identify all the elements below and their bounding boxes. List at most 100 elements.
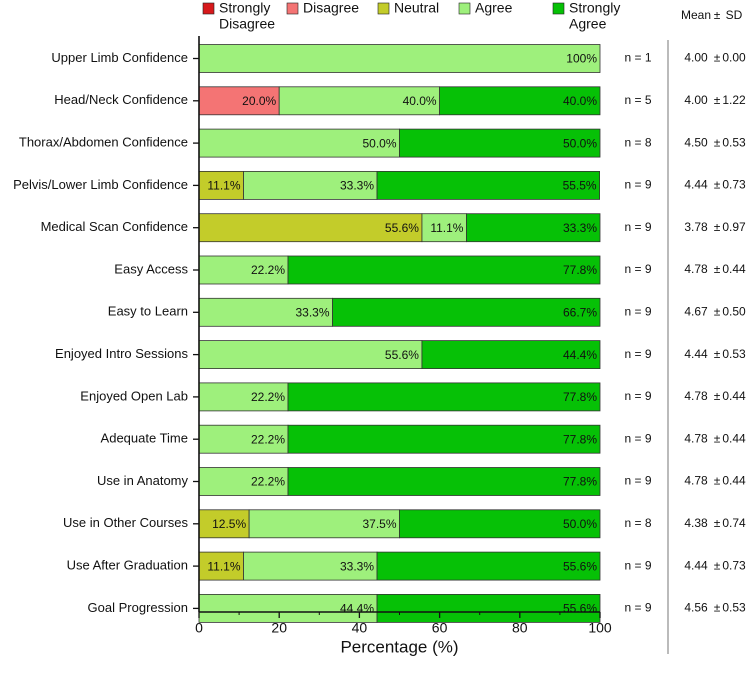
category-label: Adequate Time [101, 431, 188, 446]
bars: Upper Limb Confidence 100% n = 1 4.00 ±0.00 H… [13, 44, 746, 623]
bar-segment-strongly_agree [439, 86, 601, 116]
legend-swatch-disagree [286, 2, 299, 15]
sd-value: 0.44 [722, 431, 746, 445]
x-tick-label: 0 [195, 620, 203, 636]
bar-row: Goal Progression 44.4% 55.6% n = 9 4.56 ±0.53 [88, 594, 746, 623]
n-label: n = 9 [624, 347, 651, 361]
n-label: n = 9 [624, 474, 651, 488]
data-label: 44.4% [563, 348, 597, 362]
bar-segment-neutral [198, 213, 423, 243]
pm-sign: ± [714, 431, 721, 445]
category-label: Enjoyed Intro Sessions [55, 346, 188, 361]
bar-segment-strongly_agree [287, 255, 601, 285]
sd-value: 0.53 [722, 135, 746, 149]
bar-segment-strongly_agree [376, 594, 601, 623]
data-label: 55.6% [563, 602, 597, 616]
bar-segment-strongly_agree [466, 213, 601, 243]
pm-sign: ± [714, 178, 721, 192]
data-label: 77.8% [563, 475, 597, 489]
bar-segment-strongly_agree [287, 382, 601, 412]
data-label: 55.6% [385, 348, 419, 362]
data-label: 40.0% [563, 94, 597, 108]
category-label: Upper Limb Confidence [51, 50, 188, 65]
data-label: 33.3% [340, 559, 374, 573]
x-ticks: 0 20 40 60 80 100 [195, 612, 612, 636]
sd-value: 0.00 [722, 51, 746, 65]
data-label: 50.0% [362, 136, 396, 150]
n-label: n = 9 [624, 431, 651, 445]
n-label: n = 1 [624, 51, 651, 65]
legend-swatch-strongly_agree [552, 2, 565, 15]
mean-value: 4.50 [684, 135, 708, 149]
bar-row: Easy to Learn 33.3% 66.7% n = 9 4.67 ±0.50 [108, 297, 746, 327]
bar-segment-agree [198, 382, 289, 412]
bar-segment-strongly_agree [287, 467, 601, 496]
bar-segment-agree [198, 255, 289, 285]
data-label: 55.5% [563, 179, 597, 193]
mean-value: 4.78 [684, 474, 708, 488]
data-label: 11.1% [207, 559, 240, 573]
data-label: 100% [566, 52, 597, 66]
legend-label-agree: Agree [475, 0, 513, 16]
data-label: 33.3% [340, 179, 374, 193]
bar-row: Medical Scan Confidence 55.6% 11.1% 33.3% n … [41, 213, 746, 243]
bar-row: Head/Neck Confidence 20.0% 40.0% 40.0% n = 5… [54, 86, 746, 116]
bar-row: Adequate Time 22.2% 77.8% n = 9 4.78 ±0.44 [101, 424, 746, 454]
legend-label-strongly_disagree: Disagree [219, 16, 275, 32]
pm-sign: ± [714, 220, 721, 234]
data-label: 22.2% [251, 390, 285, 404]
bar-segment-agree [198, 340, 423, 370]
category-label: Pelvis/Lower Limb Confidence [13, 177, 188, 192]
pm-sign: ± [714, 558, 721, 572]
bar-segment-agree [243, 170, 378, 200]
data-label: 66.7% [563, 305, 597, 319]
bar-segment-strongly_agree [399, 509, 601, 539]
pm-sign: ± [714, 304, 721, 318]
bar-segment-neutral [198, 509, 250, 539]
bar-segment-agree [198, 297, 333, 327]
bar-row: Enjoyed Intro Sessions 55.6% 44.4% n = 9 4.4… [55, 340, 746, 370]
mean-value: 4.56 [684, 601, 708, 615]
mean-value: 4.38 [684, 516, 708, 530]
data-label: 22.2% [251, 432, 285, 446]
bar-row: Pelvis/Lower Limb Confidence 11.1% 33.3% 55… [13, 170, 746, 200]
stats-header-mean: Mean [681, 8, 711, 22]
pm-sign: ± [714, 262, 721, 276]
n-label: n = 9 [624, 304, 651, 318]
n-label: n = 5 [624, 93, 651, 107]
data-label: 40.0% [403, 94, 437, 108]
mean-value: 4.44 [684, 347, 708, 361]
x-tick-label: 20 [271, 620, 287, 636]
data-label: 50.0% [563, 136, 597, 150]
bar-row: Enjoyed Open Lab 22.2% 77.8% n = 9 4.78 ±0.44 [80, 382, 746, 412]
category-label: Enjoyed Open Lab [80, 388, 188, 403]
category-label: Use in Anatomy [97, 473, 189, 488]
n-label: n = 8 [624, 135, 651, 149]
sd-value: 0.53 [722, 347, 746, 361]
legend-label-strongly_disagree: Strongly [219, 0, 270, 16]
pm-sign: ± [714, 516, 721, 530]
sd-value: 1.22 [722, 93, 746, 107]
legend-swatch-neutral [377, 2, 390, 15]
data-label: 77.8% [563, 263, 597, 277]
bar-segment-agree [248, 509, 400, 539]
mean-value: 4.67 [684, 304, 708, 318]
bar-segment-agree [278, 86, 441, 116]
n-label: n = 9 [624, 389, 651, 403]
pm-sign: ± [714, 347, 721, 361]
bar-segment-strongly_agree [332, 297, 601, 327]
bar-segment-disagree [198, 86, 280, 116]
bar-segment-strongly_agree [421, 340, 601, 370]
mean-value: 4.44 [684, 178, 708, 192]
pm-sign: ± [714, 135, 721, 149]
category-label: Easy Access [114, 261, 188, 276]
bar-segment-agree [198, 44, 601, 73]
legend-label-strongly_agree: Strongly [569, 0, 620, 16]
mean-value: 4.00 [684, 93, 708, 107]
data-label: 55.6% [385, 221, 419, 235]
data-label: 50.0% [563, 517, 597, 531]
bar-row: Use in Other Courses 12.5% 37.5% 50.0% n = 8… [63, 509, 746, 539]
legend-label-neutral: Neutral [394, 0, 439, 16]
